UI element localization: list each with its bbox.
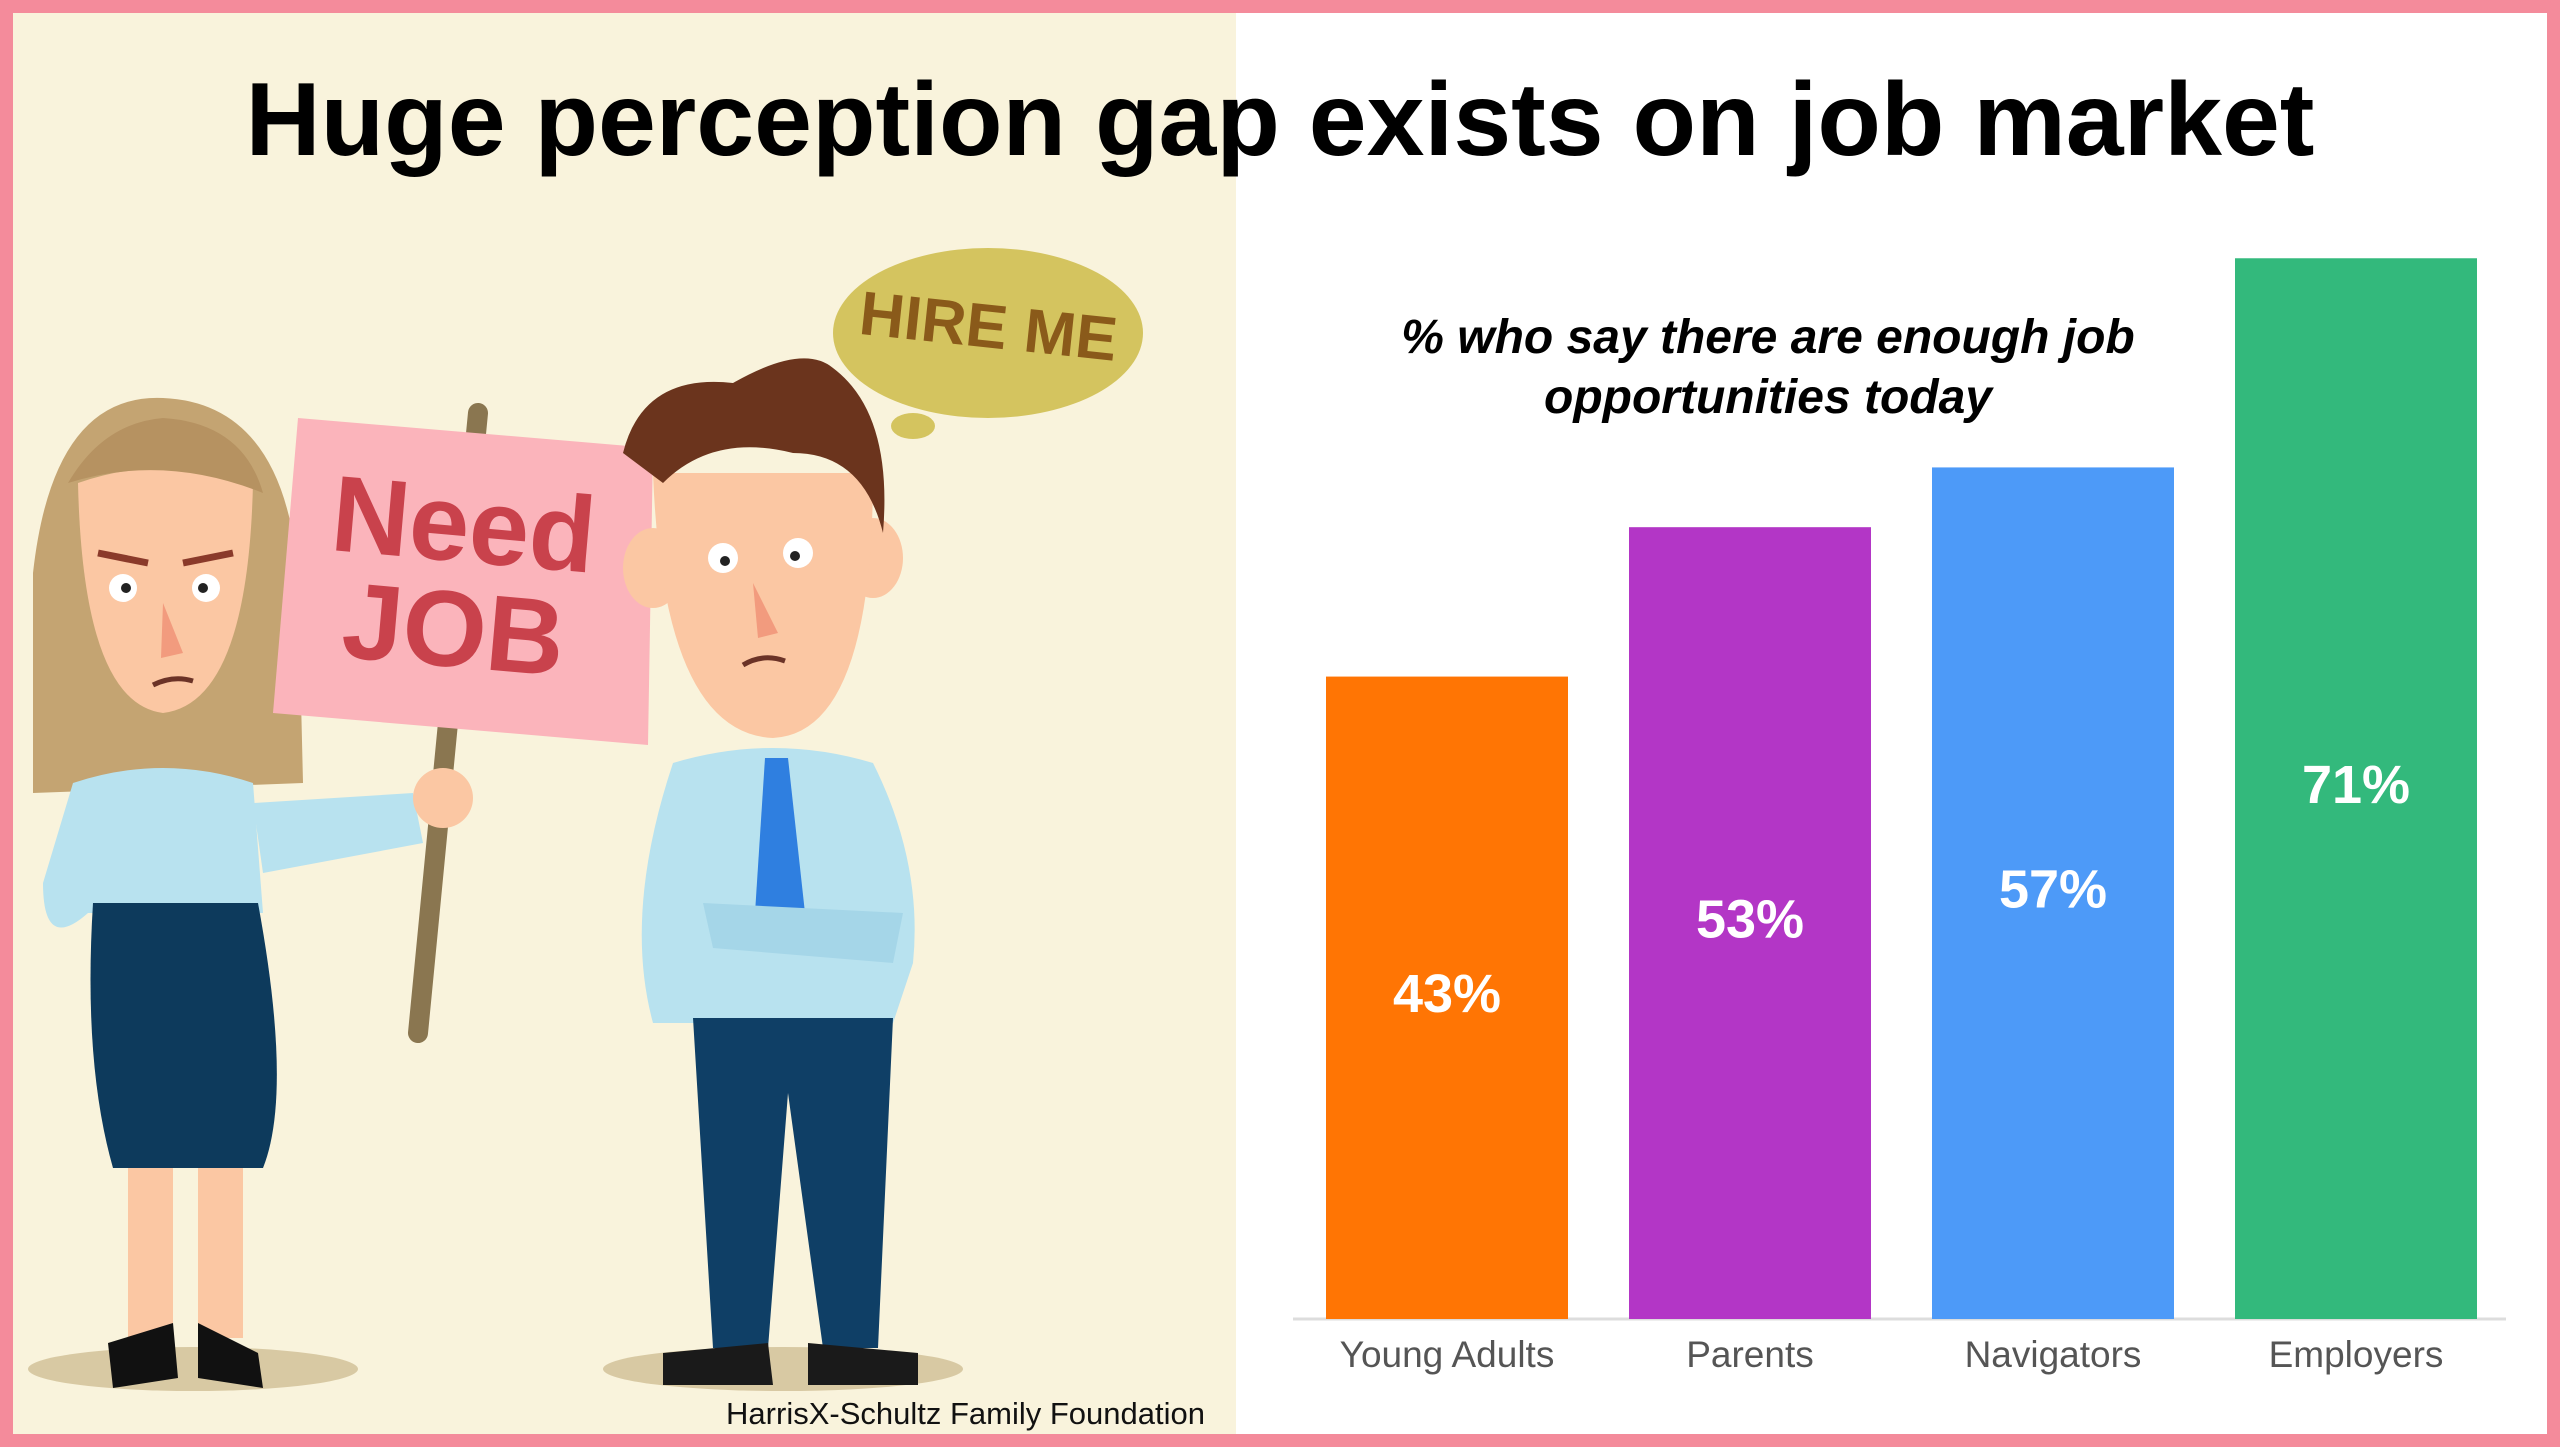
face: [78, 468, 253, 713]
mouth: [741, 655, 786, 668]
hair: [623, 358, 885, 533]
thought-bubble: [833, 248, 1143, 418]
shoes: [663, 1343, 918, 1385]
shoes: [108, 1323, 263, 1388]
chart: 43% Young Adults 53% Parents 57% Navigators 71…: [1293, 258, 2506, 1375]
pupil: [121, 583, 131, 593]
mouth: [151, 676, 194, 688]
sign-text: Need: [327, 452, 601, 596]
chart-subtitle: % who say there are enough job opportuni…: [1401, 311, 2135, 424]
value-label: 43%: [1393, 964, 1501, 1024]
sign-text: JOB: [338, 559, 570, 699]
brows: [97, 549, 234, 567]
pupil: [198, 583, 208, 593]
illustration: Need JOB HIRE ME: [28, 248, 1143, 1391]
tie: [755, 758, 805, 938]
nose: [161, 603, 183, 658]
shirt: [43, 768, 263, 928]
x-tick-label: Navigators: [1965, 1334, 2142, 1375]
value-label: 53%: [1696, 889, 1804, 949]
bangs: [68, 418, 263, 493]
trousers: [693, 1018, 893, 1348]
pupil: [790, 551, 800, 561]
bar: [1326, 676, 1568, 1319]
source: HarrisX-Schultz Family Foundation: [726, 1396, 1205, 1431]
sign: [273, 418, 653, 745]
chart-title: Huge perception gap exists on job market: [245, 62, 2315, 178]
bar: [2235, 258, 2477, 1319]
pupil: [720, 556, 730, 566]
bar: [1629, 527, 1871, 1319]
x-tick-label: Parents: [1686, 1334, 1814, 1375]
x-tick-label: Young Adults: [1340, 1334, 1555, 1375]
leg: [198, 1168, 243, 1338]
arms: [703, 903, 903, 963]
skirt: [90, 903, 277, 1168]
hand: [413, 768, 473, 828]
arm: [253, 793, 423, 873]
value-label: 71%: [2302, 755, 2410, 815]
leg: [128, 1168, 173, 1338]
bar: [1932, 467, 2174, 1319]
value-label: 57%: [1999, 859, 2107, 919]
thought-dot: [891, 413, 935, 439]
nose: [753, 583, 778, 638]
x-tick-label: Employers: [2269, 1334, 2444, 1375]
